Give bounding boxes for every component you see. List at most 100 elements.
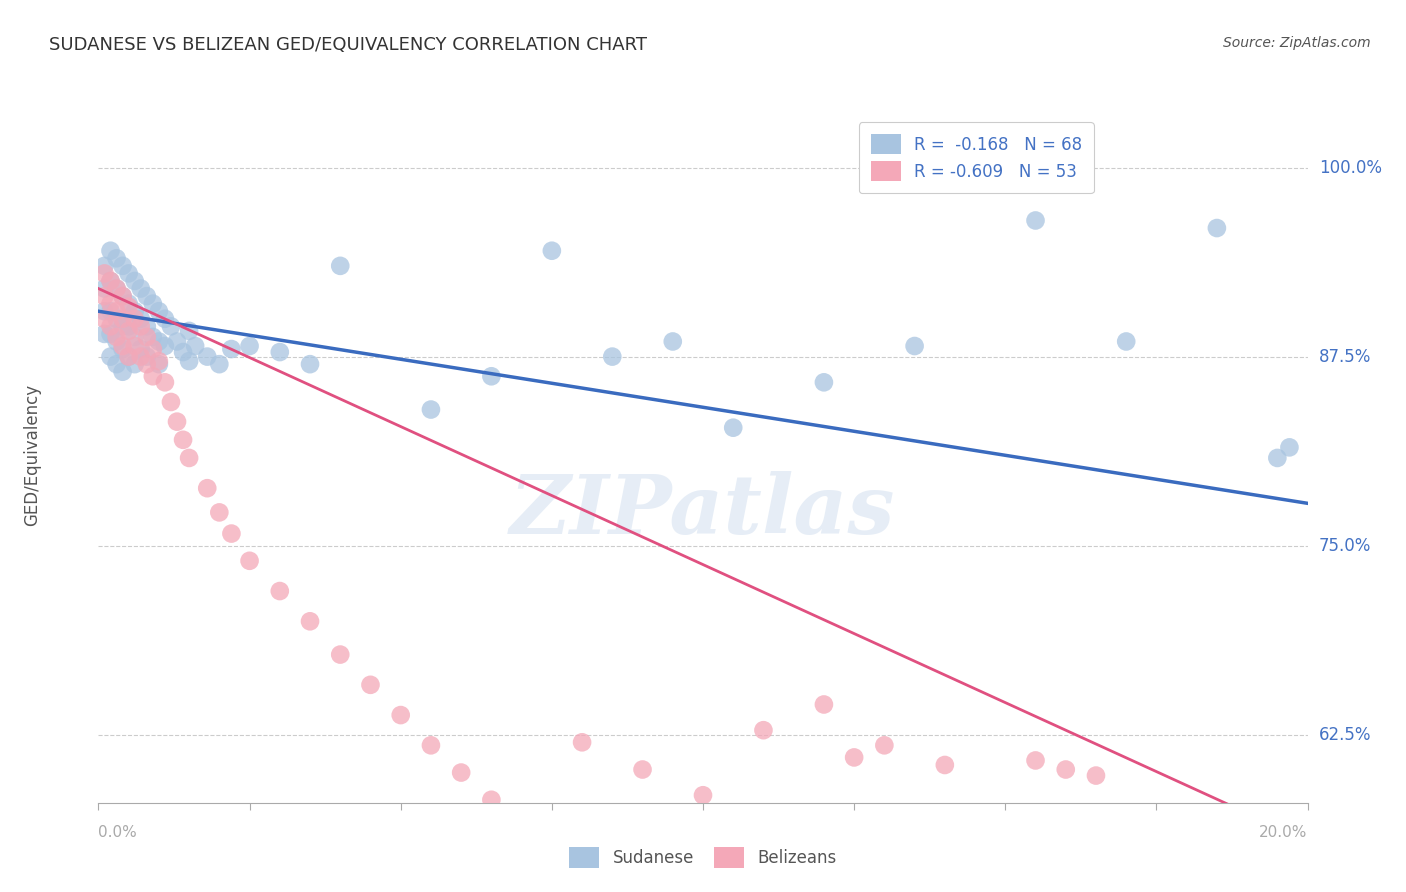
Point (142, 296, 165, 310)
Point (118, 300, 141, 314)
Text: 100.0%: 100.0% (1319, 159, 1382, 177)
Point (184, 339, 207, 353)
Point (1054, 763, 1077, 777)
Point (208, 357, 231, 371)
Point (450, 765, 472, 780)
Point (153, 311, 176, 326)
Point (135, 357, 157, 371)
Point (111, 289, 134, 303)
Text: SUDANESE VS BELIZEAN GED/EQUIVALENCY CORRELATION CHART: SUDANESE VS BELIZEAN GED/EQUIVALENCY COR… (49, 36, 647, 54)
Point (481, 793, 503, 807)
Point (239, 554, 262, 568)
Point (111, 259, 134, 273)
Point (148, 357, 170, 371)
Text: 87.5%: 87.5% (1319, 348, 1371, 366)
Point (100, 274, 122, 288)
Point (177, 324, 201, 338)
Point (813, 376, 835, 390)
Point (100, 350, 122, 364)
Point (129, 311, 152, 326)
Point (118, 267, 141, 281)
Point (118, 324, 141, 338)
Point (1024, 213, 1046, 227)
Point (105, 330, 128, 344)
Text: 20.0%: 20.0% (1260, 825, 1308, 840)
Point (1278, 441, 1301, 455)
Point (873, 739, 896, 753)
Point (105, 281, 128, 295)
Point (419, 402, 441, 417)
Point (692, 789, 714, 803)
Point (177, 450, 201, 465)
Point (111, 342, 134, 356)
Point (93, 304, 115, 318)
Point (118, 350, 141, 364)
Point (481, 369, 503, 384)
Point (221, 526, 243, 541)
Point (661, 334, 683, 349)
Point (118, 319, 141, 334)
Point (360, 678, 382, 692)
Point (124, 304, 146, 318)
Point (329, 259, 352, 273)
Point (93, 267, 115, 281)
Point (329, 648, 352, 662)
Point (124, 311, 146, 326)
Point (153, 339, 176, 353)
Point (160, 319, 183, 334)
Point (124, 339, 146, 353)
Point (1206, 221, 1229, 235)
Point (813, 698, 835, 712)
Point (124, 357, 146, 371)
Point (844, 750, 866, 764)
Point (172, 433, 194, 447)
Point (153, 376, 176, 390)
Point (602, 350, 624, 364)
Point (166, 415, 188, 429)
Point (1085, 768, 1108, 782)
Text: GED/Equivalency: GED/Equivalency (22, 384, 41, 526)
Text: ZIPatlas: ZIPatlas (510, 471, 896, 550)
Point (135, 330, 157, 344)
Legend: Sudanese, Belizeans: Sudanese, Belizeans (562, 841, 844, 874)
Point (135, 289, 157, 303)
Point (208, 505, 231, 519)
Point (124, 274, 146, 288)
Point (142, 369, 165, 384)
Point (100, 304, 122, 318)
Point (269, 584, 291, 599)
Point (389, 708, 412, 723)
Point (752, 723, 775, 738)
Point (129, 319, 152, 334)
Point (129, 342, 152, 356)
Point (142, 330, 165, 344)
Point (195, 350, 218, 364)
Point (111, 311, 134, 326)
Point (111, 319, 134, 334)
Point (118, 350, 141, 364)
Point (269, 345, 291, 359)
Point (239, 339, 262, 353)
Point (111, 289, 134, 303)
Text: 75.0%: 75.0% (1319, 537, 1371, 555)
Point (118, 296, 141, 310)
Point (195, 481, 218, 495)
Point (93, 326, 115, 341)
Text: 0.0%: 0.0% (98, 825, 138, 840)
Point (221, 342, 243, 356)
Point (111, 365, 134, 379)
Point (299, 357, 322, 371)
Point (105, 281, 128, 295)
Point (111, 339, 134, 353)
Point (93, 281, 115, 295)
Point (93, 259, 115, 273)
Point (100, 244, 122, 258)
Text: Source: ZipAtlas.com: Source: ZipAtlas.com (1223, 36, 1371, 50)
Point (100, 319, 122, 334)
Point (540, 244, 562, 258)
Point (148, 354, 170, 368)
Point (148, 304, 170, 318)
Point (100, 296, 122, 310)
Point (124, 330, 146, 344)
Point (105, 311, 128, 326)
